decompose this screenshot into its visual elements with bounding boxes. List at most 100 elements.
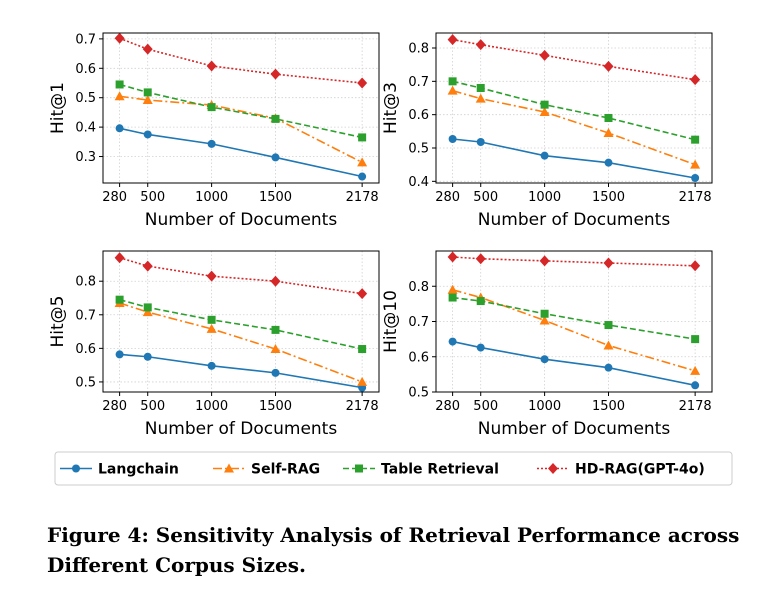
hit-1-point-hd-rag-gpt-4o-2178 <box>357 77 368 89</box>
legend-label-table-retrieval: Table Retrieval <box>381 462 499 478</box>
hit-3-point-table-retrieval-280 <box>448 77 457 86</box>
hit-5-x-tick-label-1000: 1000 <box>195 399 228 414</box>
hit-5-x-axis-label: Number of Documents <box>145 419 338 439</box>
hit-10-point-hd-rag-gpt-4o-280 <box>447 251 458 263</box>
hit-10-x-tick-label-500: 500 <box>473 399 498 414</box>
hit-5-point-self-rag-2178 <box>357 376 368 386</box>
hit-3-x-tick-label-280: 280 <box>435 190 460 205</box>
hit-5-series-line-langchain <box>119 353 363 389</box>
hit-3-axes-frame <box>435 32 713 184</box>
hit-1-point-langchain-1500 <box>271 153 280 162</box>
legend-label-self-rag: Self-RAG <box>251 462 320 478</box>
hit-3-series-line-self-rag <box>452 89 696 166</box>
hit-5-series-line-self-rag <box>119 302 363 383</box>
hit-3-series-line-hd-rag-gpt-4o <box>452 38 696 81</box>
hit-1-x-tick-label-280: 280 <box>102 190 127 205</box>
hit-3-point-hd-rag-gpt-4o-2178 <box>690 74 701 86</box>
chart-hit-10: 280 500 1000 1500 2178 0.5 0.6 0.7 0.8 Number of … <box>381 250 713 439</box>
hit-3-point-langchain-2178 <box>691 174 700 182</box>
hit-5-point-hd-rag-gpt-4o-280 <box>114 252 125 264</box>
hit-5-point-self-rag-500 <box>142 307 153 317</box>
figure-caption: Figure 4: Sensitivity Analysis of Retrie… <box>47 523 740 577</box>
hit-5-point-langchain-500 <box>143 352 152 361</box>
hit-1-y-tick-label-0.7: 0.7 <box>75 32 96 47</box>
hit-5-point-langchain-1500 <box>271 368 280 377</box>
hit-10-series-line-table-retrieval <box>452 296 696 340</box>
hit-5-x-tick-label-1500: 1500 <box>259 399 292 414</box>
hit-5-series-line-table-retrieval <box>119 298 363 350</box>
hit-3-x-tick-label-1500: 1500 <box>592 190 625 205</box>
hit-1-point-langchain-280 <box>115 124 124 133</box>
hit-10-point-hd-rag-gpt-4o-2178 <box>690 260 701 272</box>
hit-1-point-self-rag-2178 <box>357 157 368 167</box>
hit-10-x-tick-label-1000: 1000 <box>528 399 561 414</box>
hit-5-y-axis-label: Hit@5 <box>48 296 68 348</box>
hit-10-point-hd-rag-gpt-4o-1500 <box>603 257 614 269</box>
hit-10-point-table-retrieval-1000 <box>540 309 549 318</box>
hit-3-point-table-retrieval-1500 <box>604 114 613 122</box>
hit-3-point-langchain-1500 <box>604 158 613 167</box>
hit-1-y-tick-label-0.6: 0.6 <box>75 62 96 77</box>
hit-10-x-tick-label-280: 280 <box>435 399 460 414</box>
hit-3-point-hd-rag-gpt-4o-500 <box>475 39 486 51</box>
hit-1-point-table-retrieval-500 <box>143 88 152 97</box>
hit-3-point-hd-rag-gpt-4o-280 <box>447 34 458 46</box>
hit-5-point-table-retrieval-2178 <box>358 345 367 354</box>
hit-1-point-table-retrieval-1000 <box>207 103 216 112</box>
hit-3-x-tick-label-500: 500 <box>473 190 498 205</box>
hit-5-y-tick-label-0.5: 0.5 <box>75 375 96 390</box>
hit-1-point-langchain-1000 <box>207 139 216 148</box>
hit-5-axes-frame <box>102 250 380 393</box>
hit-1-point-table-retrieval-280 <box>115 80 124 89</box>
legend: Langchain Self-RAG Table Retrieval HD-RAG(G… <box>54 451 733 486</box>
hit-1-y-tick-label-0.4: 0.4 <box>75 121 96 136</box>
hit-1-series-line-langchain <box>119 127 363 178</box>
hit-3-y-tick-label-0.5: 0.5 <box>408 142 429 157</box>
charts-svg: 280 500 1000 1500 2178 0.3 0.4 0.5 0.6 0.7 Number … <box>48 32 733 486</box>
hit-3-x-tick-label-1000: 1000 <box>528 190 561 205</box>
hit-5-point-self-rag-1500 <box>270 344 281 354</box>
hit-10-series-line-langchain <box>452 340 696 387</box>
hit-3-point-table-retrieval-500 <box>476 84 485 92</box>
hit-3-point-langchain-1000 <box>540 151 549 160</box>
hit-10-x-axis-label: Number of Documents <box>478 419 671 439</box>
hit-10-y-tick-label-0.6: 0.6 <box>408 350 429 365</box>
hit-5-x-tick-label-2178: 2178 <box>346 399 379 414</box>
hit-3-x-axis-label: Number of Documents <box>478 210 671 230</box>
hit-3-point-langchain-500 <box>476 138 485 146</box>
legend-marker-self-rag <box>224 463 234 473</box>
hit-3-point-table-retrieval-2178 <box>691 135 700 144</box>
hit-1-x-tick-label-500: 500 <box>140 190 165 205</box>
hit-10-point-self-rag-2178 <box>690 365 701 375</box>
hit-3-point-self-rag-1000 <box>539 107 550 116</box>
hit-1-y-tick-label-0.5: 0.5 <box>75 91 96 106</box>
hit-1-point-table-retrieval-2178 <box>358 133 367 142</box>
hit-1-point-self-rag-500 <box>142 95 153 105</box>
chart-hit-1: 280 500 1000 1500 2178 0.3 0.4 0.5 0.6 0.7 Number … <box>48 32 380 230</box>
hit-10-x-tick-label-2178: 2178 <box>679 399 712 414</box>
hit-10-point-table-retrieval-280 <box>448 293 457 302</box>
hit-1-point-langchain-500 <box>143 130 152 139</box>
hit-1-y-tick-label-0.3: 0.3 <box>75 150 96 165</box>
hit-5-point-hd-rag-gpt-4o-1000 <box>206 270 217 282</box>
hit-1-point-table-retrieval-1500 <box>271 114 280 123</box>
hit-5-point-hd-rag-gpt-4o-1500 <box>270 275 281 287</box>
hit-5-point-self-rag-1000 <box>206 323 217 333</box>
hit-1-point-hd-rag-gpt-4o-500 <box>142 43 153 55</box>
hit-1-x-tick-label-1500: 1500 <box>259 190 292 205</box>
legend-label-hd-rag-gpt-4o: HD-RAG(GPT-4o) <box>575 462 705 478</box>
hit-1-y-axis-label: Hit@1 <box>48 82 68 134</box>
hit-3-x-tick-label-2178: 2178 <box>679 190 712 205</box>
hit-5-x-tick-label-500: 500 <box>140 399 165 414</box>
hit-1-x-tick-label-2178: 2178 <box>346 190 379 205</box>
hit-10-point-hd-rag-gpt-4o-1000 <box>539 255 550 267</box>
chart-hit-3: 280 500 1000 1500 2178 0.4 0.5 0.6 0.7 0.8 Number … <box>381 32 713 230</box>
hit-10-point-self-rag-1500 <box>603 340 614 350</box>
hit-10-y-tick-label-0.5: 0.5 <box>408 386 429 401</box>
hit-10-point-langchain-280 <box>448 337 457 346</box>
hit-1-point-langchain-2178 <box>358 172 367 181</box>
hit-3-y-tick-label-0.8: 0.8 <box>408 42 429 57</box>
hit-10-point-langchain-2178 <box>691 381 700 390</box>
hit-1-x-tick-label-1000: 1000 <box>195 190 228 205</box>
